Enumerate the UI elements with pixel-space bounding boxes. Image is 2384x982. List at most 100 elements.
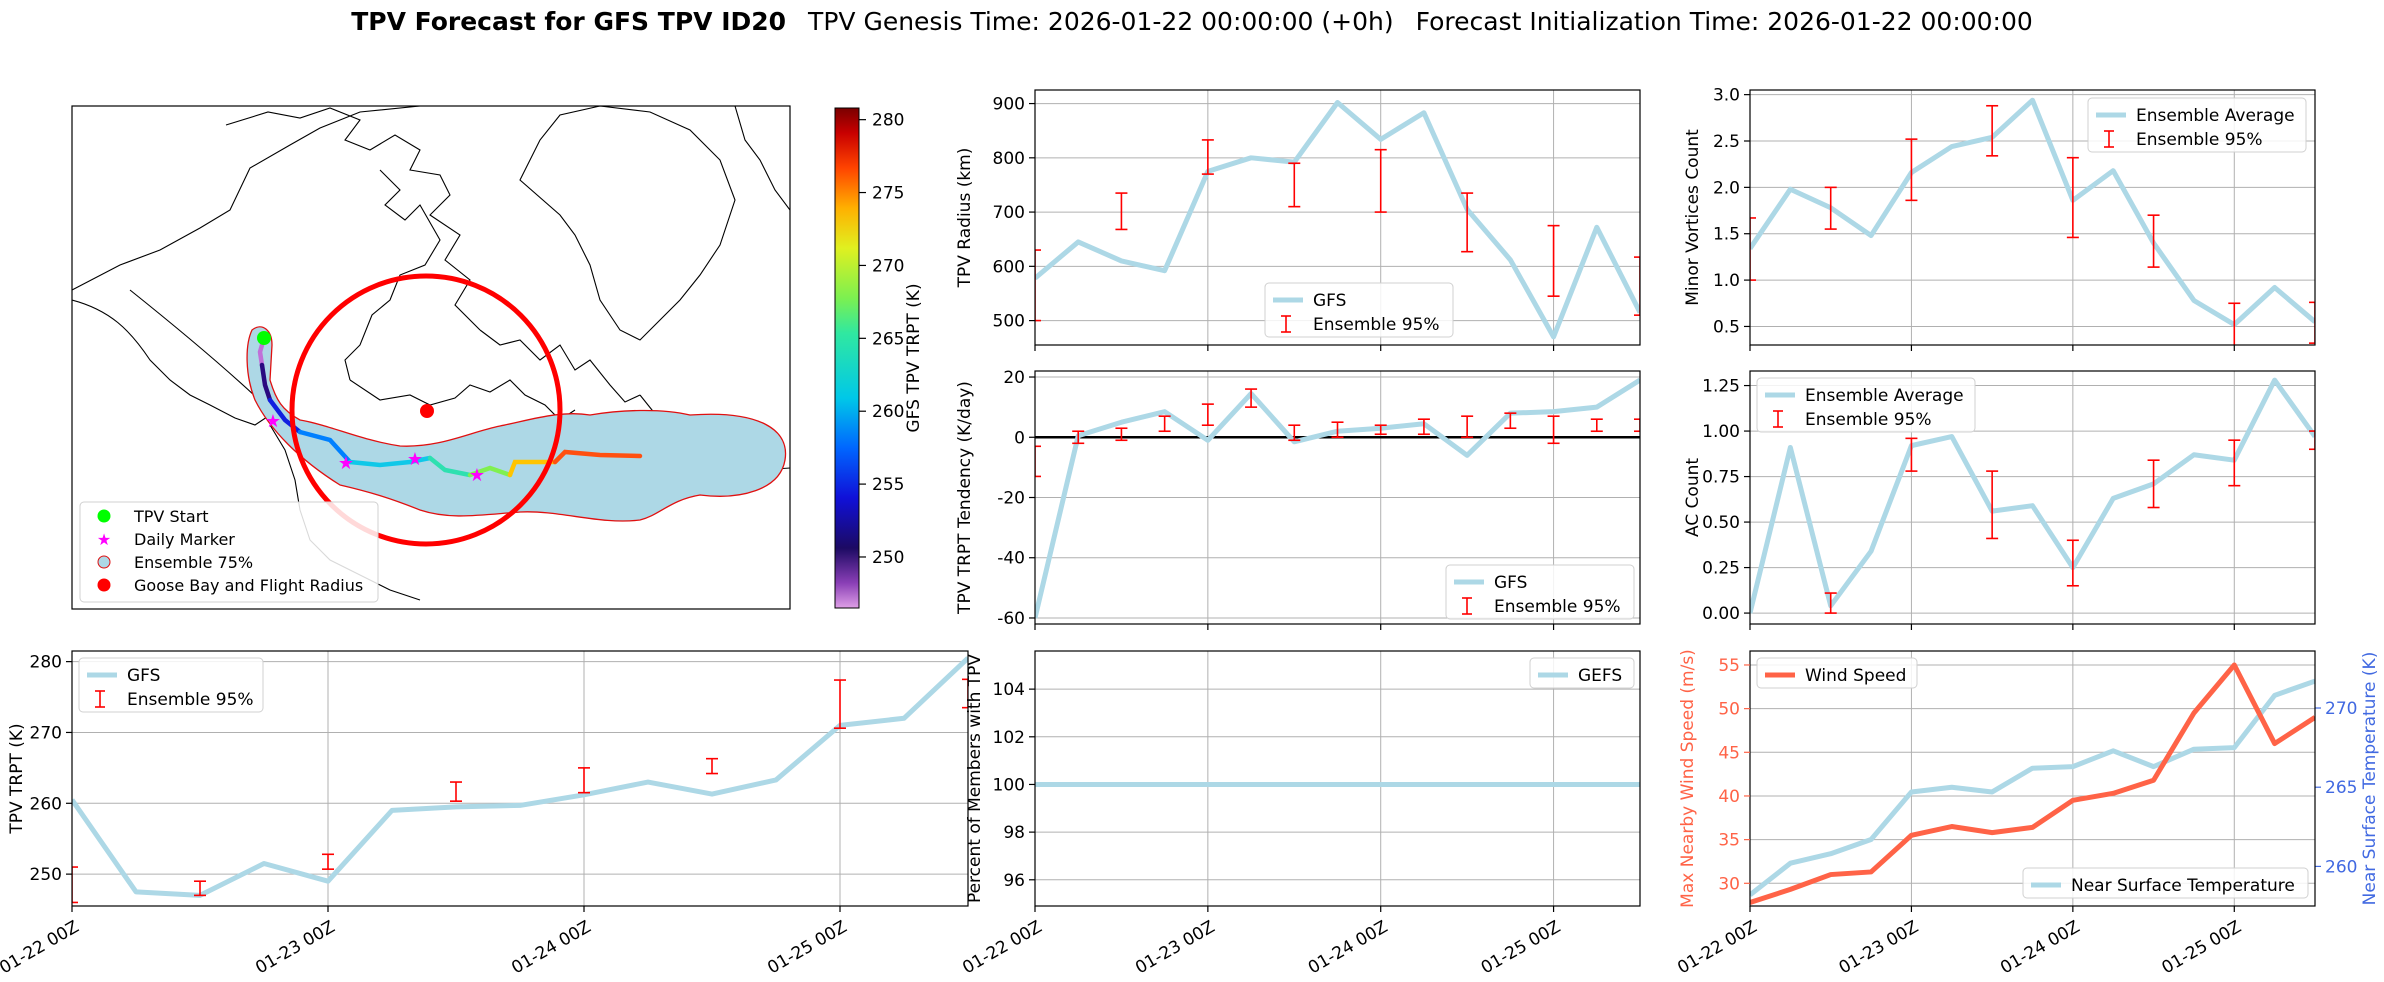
track-seg-6 <box>427 455 473 478</box>
y-axis-label: Minor Vortices Count <box>1683 129 1703 306</box>
legend-label: Ensemble 95% <box>1805 410 1932 430</box>
legend-daily-label: Daily Marker <box>134 530 235 549</box>
temperature-line <box>1750 678 2315 897</box>
y-tick-label: 55 <box>1718 656 1740 676</box>
colorbar-tick-label: 275 <box>872 184 904 204</box>
x-tick-label: 01-24 00Z <box>1997 917 2083 978</box>
legend-box <box>1756 657 1918 689</box>
daily-marker-3: ★ <box>407 449 423 470</box>
y-tick-label: 30 <box>1718 874 1740 894</box>
y-tick-label: 1.0 <box>1713 271 1740 291</box>
y-tick-label: 280 <box>30 653 62 673</box>
legend-label: GFS <box>1313 291 1346 311</box>
ensemble-75-area <box>246 326 787 522</box>
tpv-track <box>257 335 643 478</box>
series-line <box>1035 99 1640 340</box>
legend-box <box>1264 282 1454 338</box>
colorbar <box>834 107 860 609</box>
coast-svalbard <box>734 106 790 211</box>
y-axis-label: TPV TRPT (K) <box>7 723 27 834</box>
x-tick-label: 01-22 00Z <box>1674 917 1760 978</box>
y-axis-label: AC Count <box>1683 458 1703 537</box>
track-seg-4 <box>297 429 353 465</box>
y-tick-label: 104 <box>993 680 1025 700</box>
y-axis-label: TPV Radius (km) <box>955 148 975 289</box>
legend-label: Ensemble 95% <box>127 690 254 710</box>
track-seg-5 <box>347 455 433 468</box>
series-line <box>72 656 968 898</box>
y-tick-label: 0.25 <box>1702 559 1740 579</box>
legend-box <box>1756 377 1976 433</box>
y-tick-label: 1.00 <box>1702 422 1740 442</box>
suptitle: TPV Forecast for GFS TPV ID20 TPV Genesis… <box>351 7 2033 36</box>
y-tick-label: 900 <box>993 95 1025 115</box>
track-seg-9 <box>552 449 643 465</box>
track-seg-8 <box>507 459 558 478</box>
legend-ensemble-label: Ensemble 75% <box>134 553 253 572</box>
y-tick-label: 260 <box>30 794 62 814</box>
radius-panel: 500 600 700 800 900 TPV Radius (km) GFS Ensembl… <box>955 89 1641 351</box>
y-tick-label: 0.50 <box>1702 513 1740 533</box>
y-tick-label: 96 <box>1003 871 1025 891</box>
y-tick-label: 0.75 <box>1702 468 1740 488</box>
x-tick-label: 01-23 00Z <box>1132 917 1218 978</box>
suptitle-genesis: TPV Genesis Time: 2026-01-22 00:00:00 (+… <box>807 7 1394 36</box>
track-seg-2 <box>259 362 273 403</box>
minor-vortices-panel: 0.5 1.0 1.5 2.0 2.5 3.0 Minor Vortices Count En… <box>1683 86 2316 351</box>
colorbar-tick-label: 270 <box>872 256 904 276</box>
y-axis-label: TPV TRPT Tendency (K/day) <box>955 381 975 615</box>
legend-label: Ensemble 95% <box>2136 130 2263 150</box>
x-tick-label: 01-25 00Z <box>764 917 850 978</box>
coast-canada-west <box>72 299 271 426</box>
legend-box <box>1445 564 1635 620</box>
legend-goosebay-label: Goose Bay and Flight Radius <box>134 576 363 595</box>
y-tick-label: 1.25 <box>1702 377 1740 397</box>
legend-label: Wind Speed <box>1805 666 1906 686</box>
y-tick-label: 1.5 <box>1713 225 1740 245</box>
x-tick-label: 01-24 00Z <box>1305 917 1391 978</box>
legend-start-label: TPV Start <box>133 507 209 526</box>
x-tick-label: 01-25 00Z <box>1478 917 1564 978</box>
y-tick-label: 0.5 <box>1713 317 1740 337</box>
y-tick-label: 0.00 <box>1702 604 1740 624</box>
legend-label: Ensemble Average <box>1805 386 1964 406</box>
y-tick-label: 500 <box>993 312 1025 332</box>
x-tick-label: 01-23 00Z <box>1836 917 1922 978</box>
legend-label: Ensemble 95% <box>1494 597 1621 617</box>
suptitle-init: Forecast Initialization Time: 2026-01-22… <box>1416 7 2033 36</box>
plot-content <box>1750 97 2315 345</box>
suptitle-bold: TPV Forecast for GFS TPV ID20 <box>351 7 786 36</box>
y-tick-label: -20 <box>997 489 1025 509</box>
y-tick-label: 700 <box>993 203 1025 223</box>
wind-temperature-panel: 260 265 270 Near Surface Temperature (K) 30 3… <box>1674 649 2380 978</box>
colorbar-tick-label: 250 <box>872 548 904 568</box>
legend-label: GEFS <box>1578 666 1622 686</box>
colorbar-label: GFS TPV TRPT (K) <box>904 283 924 432</box>
y-tick-label: -60 <box>997 609 1025 629</box>
map-legend: TPV Start ★ Daily Marker Ensemble 75% Go… <box>79 501 379 603</box>
x-tick-label: 01-24 00Z <box>508 917 594 978</box>
legend-label: GFS <box>1494 573 1527 593</box>
wind-speed-line <box>1750 662 2315 905</box>
plot-content <box>1035 377 1640 619</box>
right-axis-tick-label: 265 <box>2325 778 2357 798</box>
plot-frame <box>1749 370 2316 625</box>
y-tick-label: -40 <box>997 549 1025 569</box>
tpv-start-marker <box>257 331 271 345</box>
daily-marker-4: ★ <box>469 465 485 486</box>
plot-frame <box>71 650 969 907</box>
y-tick-label: 50 <box>1718 700 1740 720</box>
legend-label: Ensemble 95% <box>1313 315 1440 335</box>
right-axis-tick-label: 270 <box>2325 699 2357 719</box>
plot-content <box>1750 662 2315 905</box>
percent-members-panel: 96 98 100 102 104 01-22 00Z 01-23 00Z 01-24 00Z… <box>959 650 1641 978</box>
legend-start-swatch <box>97 509 111 523</box>
legend-box <box>1529 657 1635 689</box>
x-tick-label: 01-22 00Z <box>0 917 83 978</box>
y-tick-label: 98 <box>1003 823 1025 843</box>
trpt-panel: 250 260 270 280 01-22 00Z 01-23 00Z 01-24 00Z 0… <box>0 650 969 978</box>
y-tick-label: 40 <box>1718 787 1740 807</box>
goose-bay-marker <box>420 404 434 418</box>
track-seg-7 <box>467 465 513 478</box>
coast-hudson-south <box>349 379 576 421</box>
